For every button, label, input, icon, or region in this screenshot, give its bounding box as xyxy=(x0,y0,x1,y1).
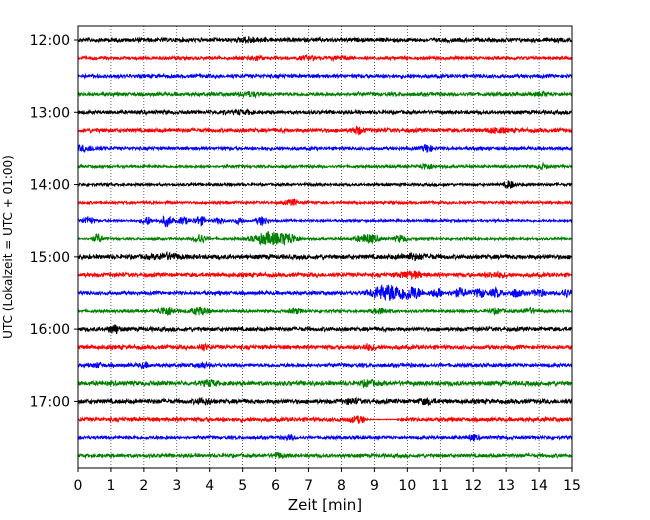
seismic-trace-0 xyxy=(77,36,573,44)
y-tick-label: 14:00 xyxy=(30,178,70,194)
seismic-trace-13 xyxy=(77,269,573,280)
seismic-trace-23 xyxy=(77,451,573,460)
seismic-trace-11 xyxy=(77,230,573,246)
x-tick-label: 12 xyxy=(464,478,482,494)
x-tick-label: 9 xyxy=(370,478,379,494)
x-tick-label: 10 xyxy=(398,478,416,494)
seismic-trace-8 xyxy=(77,180,573,189)
y-tick-label: 15:00 xyxy=(30,250,70,266)
x-tick-label: 2 xyxy=(139,478,148,494)
seismic-trace-1 xyxy=(77,53,573,63)
x-tick-label: 6 xyxy=(271,478,280,494)
y-tick-label: 13:00 xyxy=(30,105,70,121)
seismic-trace-18 xyxy=(77,360,573,370)
seismic-trace-3 xyxy=(77,90,573,99)
x-tick-label: 14 xyxy=(530,478,548,494)
seismic-trace-17 xyxy=(77,342,573,352)
x-tick-label: 3 xyxy=(172,478,181,494)
x-tick-label: 0 xyxy=(74,478,83,494)
seismic-trace-5 xyxy=(77,125,573,136)
seismic-trace-21 xyxy=(77,415,573,424)
seismic-trace-15 xyxy=(77,306,573,317)
seismic-trace-22 xyxy=(77,433,573,443)
y-tick-label: 12:00 xyxy=(30,33,70,49)
seismic-trace-16 xyxy=(77,324,573,335)
seismic-trace-6 xyxy=(77,143,573,154)
y-axis-ticks: 12:00 13:00 14:00 15:00 16:00 17:00 xyxy=(30,33,78,410)
seismic-trace-9 xyxy=(77,197,573,207)
x-tick-label: 8 xyxy=(337,478,346,494)
y-tick-label: 16:00 xyxy=(30,322,70,338)
seismic-trace-19 xyxy=(77,378,573,389)
x-tick-label: 5 xyxy=(238,478,247,494)
x-tick-label: 11 xyxy=(431,478,449,494)
y-tick-label: 17:00 xyxy=(30,394,70,410)
seismic-trace-4 xyxy=(77,108,573,116)
seismic-trace-10 xyxy=(77,215,573,228)
plot-frame xyxy=(77,25,573,469)
x-axis-ticks: 0 1 2 3 4 5 6 7 8 9 10 11 12 13 14 15 xyxy=(74,468,581,494)
trace-group xyxy=(77,36,573,460)
seismic-trace-14 xyxy=(77,284,573,302)
y-axis-label: UTC (Lokalzeit = UTC + 01:00) xyxy=(1,155,15,339)
x-tick-label: 7 xyxy=(304,478,313,494)
x-tick-label: 1 xyxy=(106,478,115,494)
seismic-trace-20 xyxy=(77,396,573,406)
x-tick-label: 15 xyxy=(563,478,581,494)
seismic-trace-12 xyxy=(77,250,573,262)
seismic-trace-7 xyxy=(77,161,573,171)
x-tick-label: 13 xyxy=(497,478,515,494)
x-axis-label: Zeit [min] xyxy=(288,496,362,514)
seismic-trace-2 xyxy=(77,72,573,80)
x-tick-label: 4 xyxy=(205,478,214,494)
